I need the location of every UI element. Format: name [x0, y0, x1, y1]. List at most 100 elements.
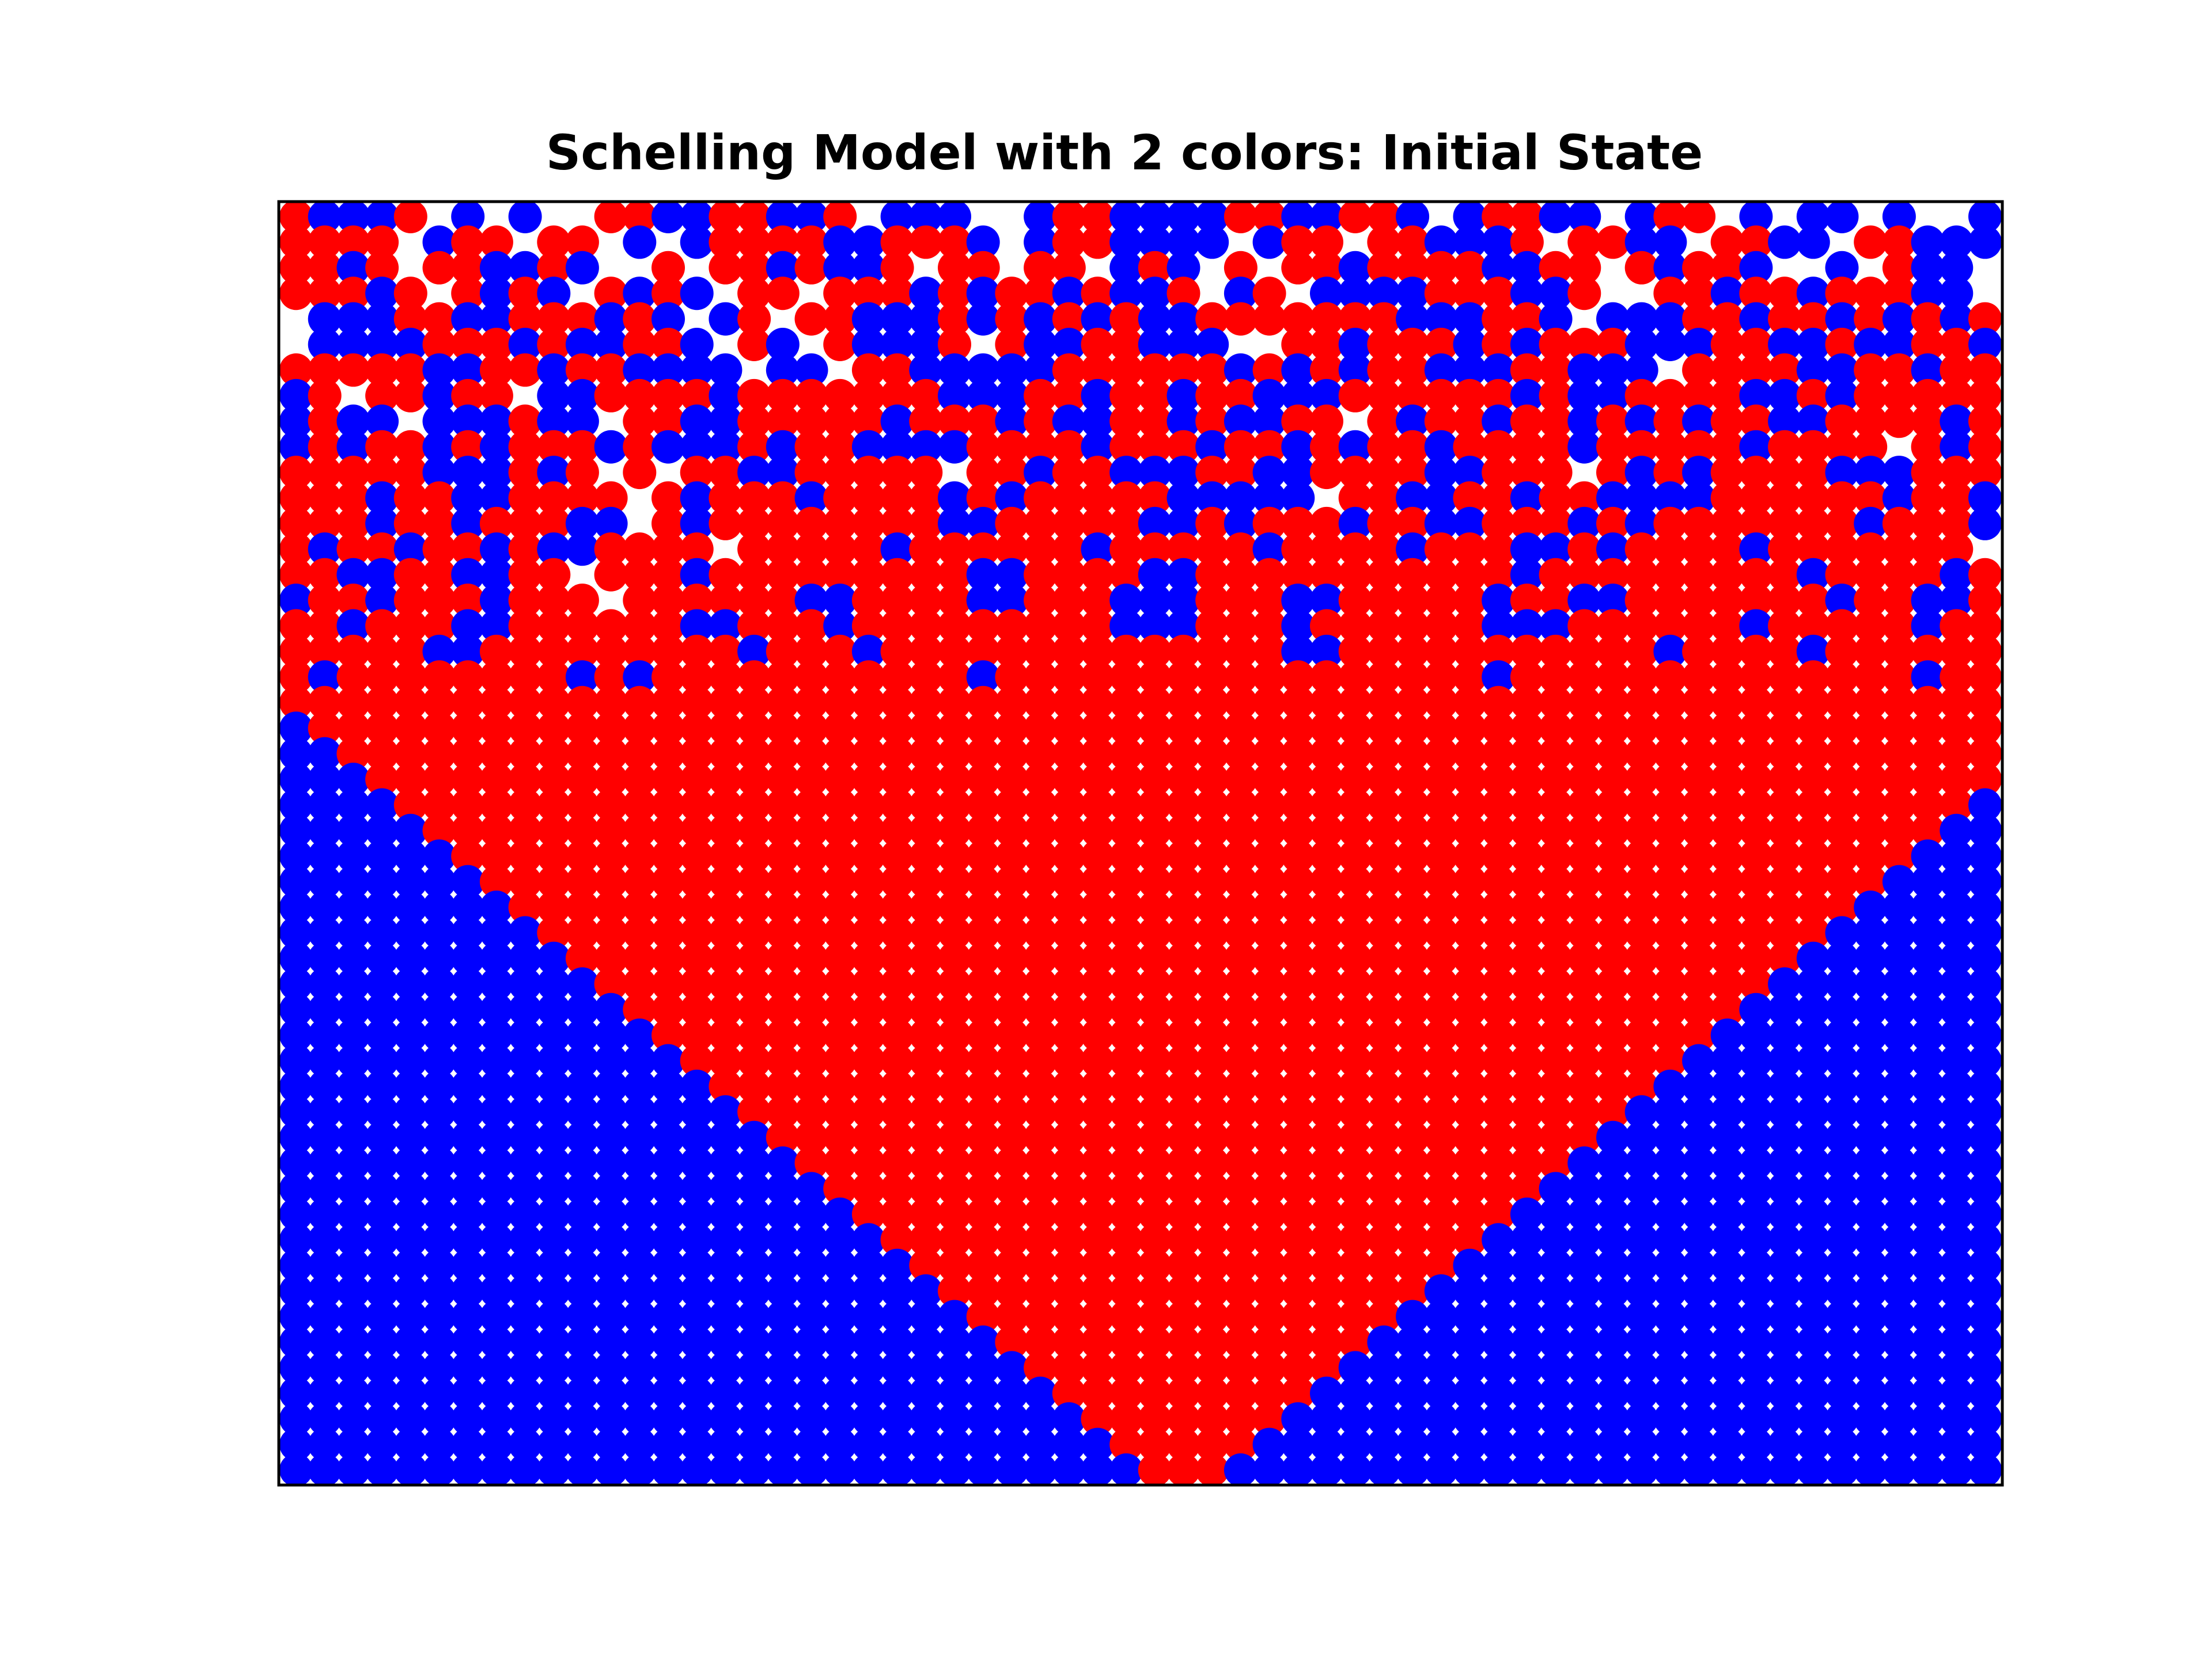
red-agent-marker	[594, 737, 628, 771]
blue-agent-marker	[1596, 378, 1630, 412]
blue-agent-marker	[1768, 378, 1802, 412]
red-agent-marker	[623, 839, 657, 873]
red-agent-marker	[565, 353, 599, 387]
red-agent-marker	[479, 328, 513, 361]
red-agent-marker	[1653, 660, 1687, 694]
red-agent-marker	[1310, 1223, 1343, 1257]
blue-agent-marker	[1882, 865, 1916, 899]
red-agent-marker	[823, 430, 857, 464]
red-agent-marker	[1768, 276, 1802, 310]
blue-agent-marker	[709, 1146, 743, 1180]
red-agent-marker	[737, 225, 771, 259]
blue-agent-marker	[1940, 1197, 1974, 1231]
blue-agent-marker	[794, 202, 828, 233]
red-agent-marker	[1195, 993, 1229, 1027]
red-agent-marker	[1195, 1044, 1229, 1078]
red-agent-marker	[1138, 1044, 1172, 1078]
blue-agent-marker	[766, 430, 800, 464]
blue-agent-marker	[1224, 404, 1257, 438]
red-agent-marker	[766, 1018, 800, 1052]
red-agent-marker	[995, 813, 1029, 847]
red-agent-marker	[1768, 584, 1802, 618]
red-agent-marker	[1911, 404, 1945, 438]
red-agent-marker	[1739, 506, 1773, 540]
red-agent-marker	[1224, 532, 1257, 566]
blue-agent-marker	[393, 1197, 427, 1231]
blue-agent-marker	[1968, 1376, 2002, 1410]
blue-agent-marker	[1768, 1427, 1802, 1461]
red-agent-marker	[1653, 839, 1687, 873]
red-agent-marker	[1911, 685, 1945, 719]
red-agent-marker	[737, 839, 771, 873]
red-agent-marker	[1138, 634, 1172, 668]
red-agent-marker	[1281, 404, 1315, 438]
blue-agent-marker	[365, 584, 399, 618]
red-agent-marker	[1224, 916, 1257, 950]
blue-agent-marker	[1624, 1197, 1658, 1231]
red-agent-marker	[1109, 353, 1143, 387]
red-agent-marker	[909, 865, 943, 899]
blue-agent-marker	[1710, 276, 1744, 310]
red-agent-marker	[1081, 660, 1115, 694]
red-agent-marker	[279, 558, 313, 592]
red-agent-marker	[1510, 456, 1544, 490]
blue-agent-marker	[1567, 584, 1601, 618]
blue-agent-marker	[1138, 584, 1172, 618]
red-agent-marker	[680, 916, 714, 950]
blue-agent-marker	[508, 1018, 542, 1052]
blue-agent-marker	[680, 1325, 714, 1359]
red-agent-marker	[623, 430, 657, 464]
red-agent-marker	[1052, 532, 1086, 566]
blue-agent-marker	[680, 1300, 714, 1334]
blue-agent-marker	[737, 1274, 771, 1308]
red-agent-marker	[995, 685, 1029, 719]
blue-agent-marker	[1624, 1453, 1658, 1485]
red-agent-marker	[1624, 737, 1658, 771]
red-agent-marker	[1825, 839, 1859, 873]
blue-agent-marker	[938, 1402, 971, 1436]
red-agent-marker	[1338, 1095, 1372, 1129]
red-agent-marker	[1653, 558, 1687, 592]
red-agent-marker	[623, 813, 657, 847]
blue-agent-marker	[823, 1376, 857, 1410]
blue-agent-marker	[1768, 1402, 1802, 1436]
red-agent-marker	[1682, 302, 1716, 336]
red-agent-marker	[709, 763, 743, 796]
blue-agent-marker	[851, 251, 885, 285]
red-agent-marker	[709, 1044, 743, 1078]
red-agent-marker	[508, 813, 542, 847]
blue-agent-marker	[365, 276, 399, 310]
red-agent-marker	[1510, 634, 1544, 668]
red-agent-marker	[766, 634, 800, 668]
blue-agent-marker	[279, 404, 313, 438]
red-agent-marker	[794, 865, 828, 899]
red-agent-marker	[1310, 1120, 1343, 1154]
blue-agent-marker	[393, 1018, 427, 1052]
red-agent-marker	[1024, 1197, 1058, 1231]
blue-agent-marker	[393, 1044, 427, 1078]
red-agent-marker	[508, 430, 542, 464]
plot-frame	[277, 200, 2004, 1487]
red-agent-marker	[1224, 1274, 1257, 1308]
red-agent-marker	[1109, 302, 1143, 336]
red-agent-marker	[1052, 1146, 1086, 1180]
blue-agent-marker	[1338, 1453, 1372, 1485]
red-agent-marker	[1081, 353, 1115, 387]
blue-agent-marker	[279, 1044, 313, 1078]
red-agent-marker	[1882, 584, 1916, 618]
red-agent-marker	[1510, 584, 1544, 618]
blue-agent-marker	[1109, 609, 1143, 643]
blue-agent-marker	[794, 1223, 828, 1257]
blue-agent-marker	[479, 1453, 513, 1485]
blue-agent-marker	[508, 941, 542, 975]
blue-agent-marker	[279, 1351, 313, 1385]
blue-agent-marker	[1940, 1223, 1974, 1257]
red-agent-marker	[1510, 763, 1544, 796]
blue-agent-marker	[422, 1223, 456, 1257]
blue-agent-marker	[794, 584, 828, 618]
red-agent-marker	[995, 1095, 1029, 1129]
red-agent-marker	[594, 839, 628, 873]
red-agent-marker	[1567, 1120, 1601, 1154]
blue-agent-marker	[909, 328, 943, 361]
red-agent-marker	[422, 506, 456, 540]
